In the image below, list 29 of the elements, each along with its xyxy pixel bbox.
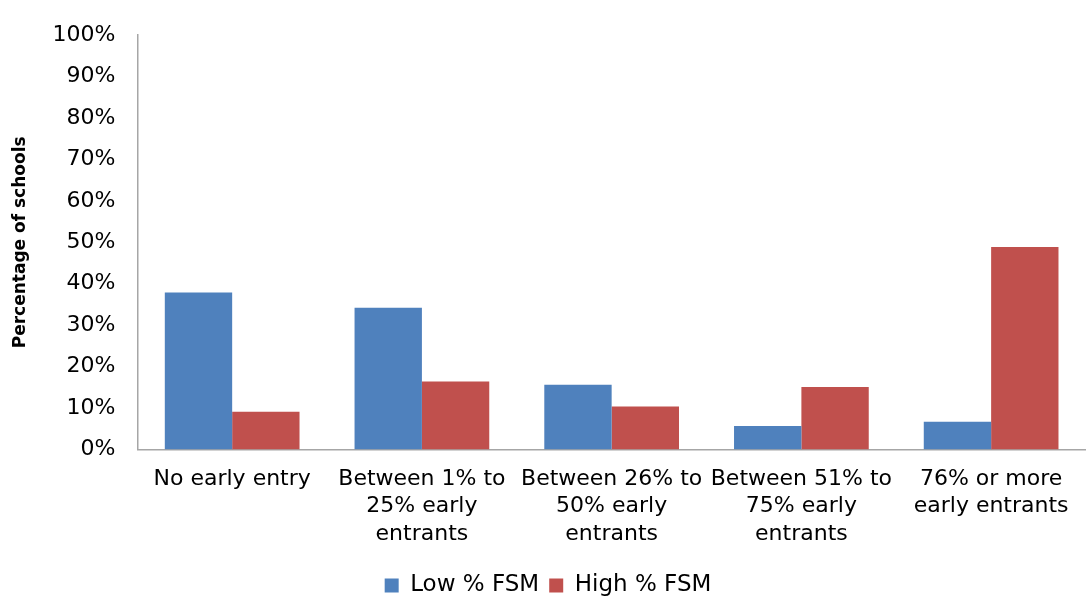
x-tick-label: Between 51% to 75% early entrants	[710, 464, 893, 545]
y-tick-label: 40%	[66, 269, 116, 295]
y-tick-label: 30%	[66, 310, 116, 336]
y-axis-title: Percentage of schools	[8, 136, 29, 349]
bar	[421, 381, 490, 450]
x-tick-label: 76% or more early entrants	[913, 464, 1069, 518]
y-tick-label: 80%	[66, 103, 116, 129]
bar	[923, 421, 992, 450]
y-tick-label: 20%	[66, 352, 116, 378]
bar	[354, 307, 422, 450]
bar	[164, 292, 233, 450]
y-tick-label: 10%	[66, 393, 116, 419]
bar	[232, 411, 300, 450]
bar	[611, 406, 680, 450]
x-tick-label: Between 26% to 50% early entrants	[521, 464, 703, 545]
y-tick-label: 90%	[66, 62, 116, 88]
legend-label: High % FSM	[574, 570, 712, 597]
y-tick-label: 100%	[52, 20, 116, 46]
bar	[734, 425, 802, 450]
y-tick-label: 50%	[66, 228, 116, 254]
y-tick-label: 70%	[66, 145, 116, 171]
legend-label: Low % FSM	[410, 570, 540, 597]
bar	[991, 246, 1059, 450]
y-tick-label: 60%	[66, 186, 116, 212]
bar	[801, 386, 869, 450]
x-tick-label: Between 1% to 25% early entrants	[338, 464, 506, 545]
x-tick-label: No early entry	[153, 464, 311, 490]
bar	[544, 384, 612, 450]
y-tick-label: 0%	[80, 435, 116, 461]
